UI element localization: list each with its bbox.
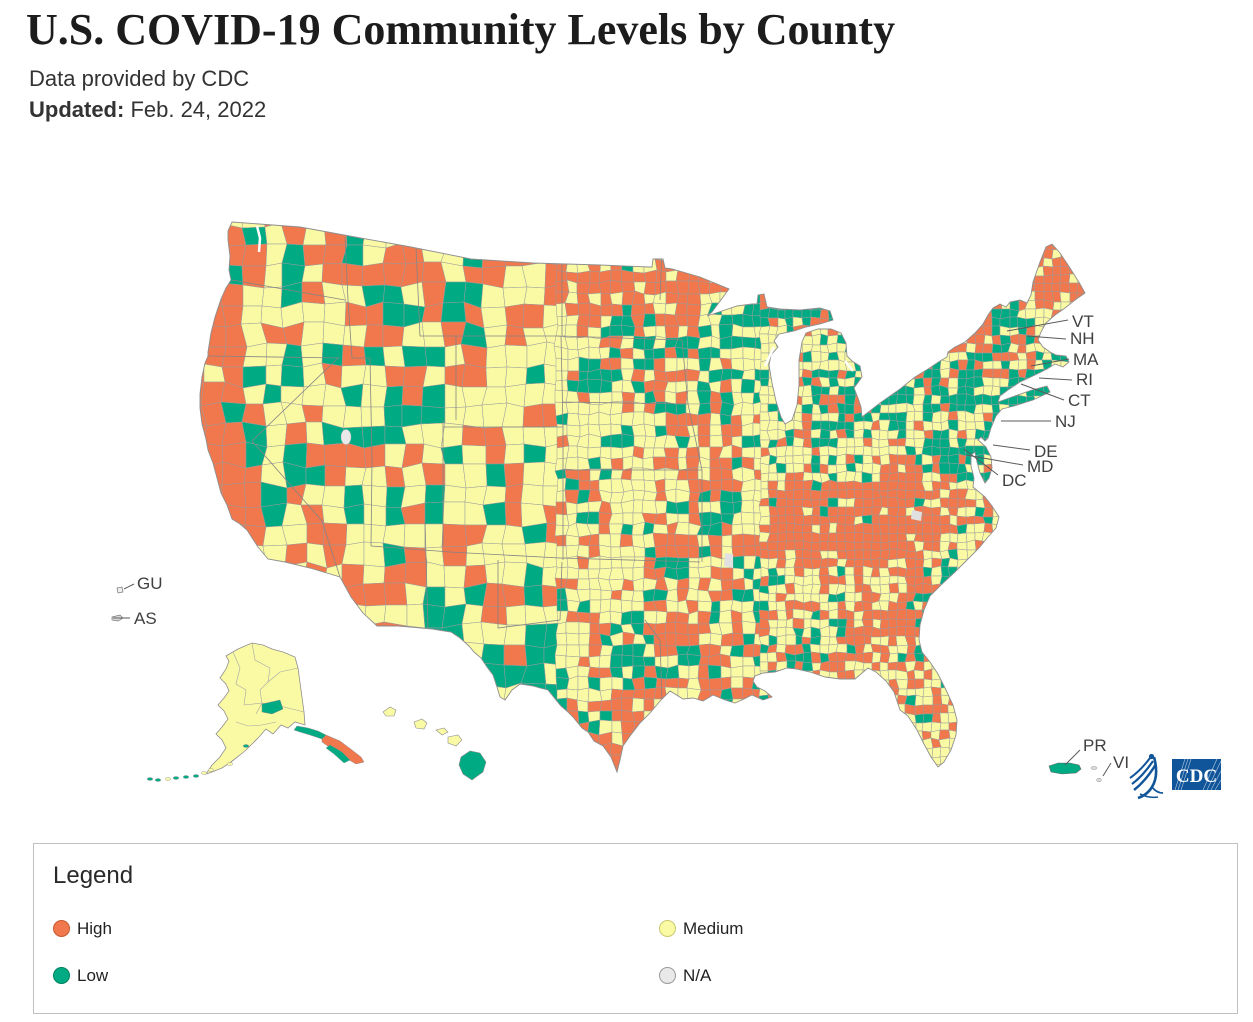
svg-text:DC: DC bbox=[1002, 471, 1027, 490]
svg-text:GU: GU bbox=[137, 574, 163, 593]
svg-text:MA: MA bbox=[1073, 350, 1099, 369]
svg-text:DE: DE bbox=[1034, 442, 1058, 461]
svg-text:AS: AS bbox=[134, 609, 157, 628]
svg-text:VI: VI bbox=[1113, 753, 1129, 772]
svg-text:NH: NH bbox=[1070, 329, 1095, 348]
svg-text:NJ: NJ bbox=[1055, 412, 1076, 431]
svg-text:MD: MD bbox=[1027, 457, 1053, 476]
svg-text:CT: CT bbox=[1068, 391, 1091, 410]
svg-text:RI: RI bbox=[1076, 370, 1093, 389]
svg-text:VT: VT bbox=[1072, 312, 1094, 331]
svg-text:CDC: CDC bbox=[1176, 766, 1217, 787]
svg-text:PR: PR bbox=[1083, 736, 1107, 755]
